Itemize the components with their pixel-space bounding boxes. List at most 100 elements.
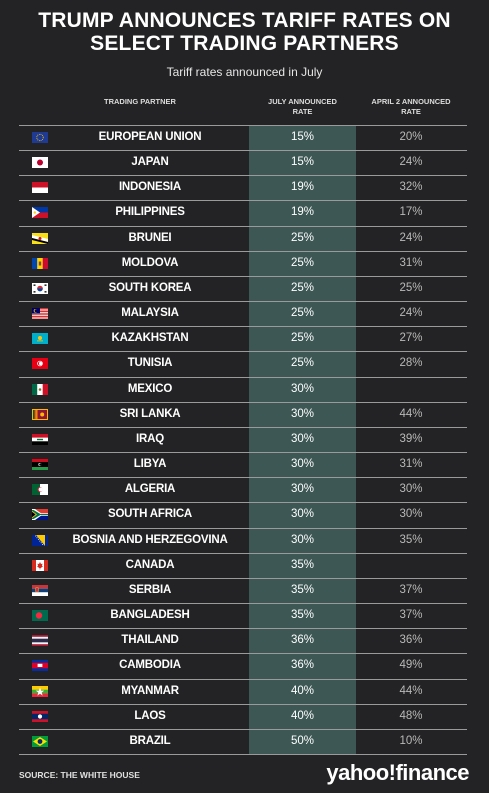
cambodia-flag-icon: [32, 660, 48, 672]
malaysia-flag-icon: [32, 308, 48, 320]
row-divider: [19, 552, 467, 554]
brunei-flag-icon: [32, 232, 48, 244]
table-row: BRAZIL 50% 10%: [0, 728, 489, 754]
table-border: [19, 754, 467, 755]
country-name: LAOS: [134, 709, 166, 722]
table-row: MALAYSIA 25% 24%: [0, 301, 489, 326]
row-divider: [19, 326, 467, 328]
table-row: SRI LANKA 30% 44%: [0, 401, 489, 427]
country-name: THAILAND: [121, 634, 179, 647]
country-name: SRI LANKA: [119, 407, 181, 420]
bosnia-flag-icon: [32, 534, 48, 546]
april-rate: 31%: [399, 458, 423, 471]
table-row: CANADA 35%: [0, 552, 489, 578]
july-rate: 25%: [290, 357, 315, 370]
row-divider: [19, 225, 467, 227]
table-row: IRAQ 30% 39%: [0, 426, 489, 452]
table-row: CAMBODIA 36% 49%: [0, 653, 489, 678]
table-row: MYANMAR 40% 44%: [0, 678, 489, 704]
july-rate: 35%: [290, 558, 315, 571]
row-divider: [19, 175, 467, 177]
july-rate: 36%: [290, 659, 315, 672]
row-divider: [19, 250, 467, 252]
row-divider: [19, 275, 467, 277]
row-divider: [19, 477, 467, 479]
july-rate: 35%: [290, 583, 315, 596]
july-rate: 25%: [290, 332, 315, 345]
chart-title: TRUMP ANNOUNCES TARIFF RATES ON SELECT T…: [0, 9, 489, 55]
row-divider: [19, 376, 467, 378]
header-trading-partner: TRADING PARTNER: [90, 97, 190, 107]
table-row: BOSNIA AND HERZEGOVINA 30% 35%: [0, 527, 489, 553]
table-row: THAILAND 36% 36%: [0, 628, 489, 653]
header-july-rate: JULY ANNOUNCED RATE: [249, 97, 356, 117]
row-divider: [19, 426, 467, 428]
april-rate: 24%: [399, 307, 423, 320]
brazil-flag-icon: [32, 735, 48, 747]
table-row: MOLDOVA 25% 31%: [0, 250, 489, 276]
indonesia-flag-icon: [32, 182, 48, 194]
july-rate: 30%: [290, 407, 315, 420]
april-rate: 31%: [399, 256, 423, 269]
eu-flag-icon: [32, 132, 48, 143]
row-divider: [19, 452, 467, 454]
april-rate: 28%: [399, 357, 423, 370]
row-divider: [19, 351, 467, 353]
country-name: EUROPEAN UNION: [98, 131, 202, 143]
header-trading-partner-text: TRADING PARTNER: [104, 97, 176, 106]
july-rate: 36%: [290, 634, 315, 647]
tunisia-flag-icon: [32, 358, 48, 370]
july-rate: 30%: [290, 458, 315, 471]
country-name: LIBYA: [133, 458, 167, 471]
table-row: BANGLADESH 35% 37%: [0, 603, 489, 628]
april-rate: 32%: [399, 181, 423, 194]
april-rate: 17%: [399, 206, 423, 219]
july-rate: 40%: [290, 684, 315, 697]
row-divider: [19, 401, 467, 403]
header-april-line-1: APRIL 2 ANNOUNCED: [371, 97, 451, 106]
country-name: KAZAKHSTAN: [111, 332, 189, 345]
country-name: MYANMAR: [121, 684, 179, 697]
table-row: SERBIA 35% 37%: [0, 577, 489, 603]
philippines-flag-icon: [32, 207, 48, 219]
april-rate: 35%: [399, 533, 423, 546]
country-name: INDONESIA: [118, 181, 182, 194]
country-name: BANGLADESH: [110, 609, 190, 622]
table-row: LAOS 40% 48%: [0, 703, 489, 729]
july-rate: 50%: [290, 734, 315, 747]
july-rate: 30%: [290, 382, 315, 395]
logo-product: finance: [395, 760, 469, 785]
april-rate: 37%: [399, 583, 423, 596]
april-rate: 30%: [399, 508, 423, 521]
country-name: IRAQ: [136, 432, 164, 445]
april-rate: 37%: [399, 609, 423, 622]
row-divider: [19, 678, 467, 680]
table-row: TUNISIA 25% 28%: [0, 351, 489, 376]
july-rate: 25%: [290, 307, 315, 320]
row-divider: [19, 150, 467, 152]
south-africa-flag-icon: [32, 509, 48, 521]
row-divider: [19, 703, 467, 705]
chart-subtitle: Tariff rates announced in July: [166, 65, 323, 79]
row-divider: [19, 502, 467, 504]
header-july-line-1: JULY ANNOUNCED: [268, 97, 337, 106]
bangladesh-flag-icon: [32, 610, 48, 622]
april-rate: 24%: [399, 156, 423, 169]
south-korea-flag-icon: [32, 282, 48, 294]
header-april-rate: APRIL 2 ANNOUNCED RATE: [356, 97, 466, 117]
table-row: LIBYA 30% 31%: [0, 452, 489, 477]
april-rate: 27%: [399, 332, 423, 345]
table-row: PHILIPPINES 19% 17%: [0, 200, 489, 225]
header-july-line-2: RATE: [292, 107, 313, 116]
april-rate: 48%: [399, 709, 423, 722]
table-row: SOUTH AFRICA 30% 30%: [0, 502, 489, 527]
row-divider: [19, 301, 467, 303]
iraq-flag-icon: [32, 433, 48, 445]
row-divider: [19, 577, 467, 579]
libya-flag-icon: [32, 459, 48, 471]
country-name: BOSNIA AND HERZEGOVINA: [72, 533, 228, 546]
country-name: PHILIPPINES: [115, 206, 185, 219]
country-name: CAMBODIA: [119, 659, 181, 672]
row-divider: [19, 200, 467, 202]
july-column-highlight: [249, 125, 356, 754]
